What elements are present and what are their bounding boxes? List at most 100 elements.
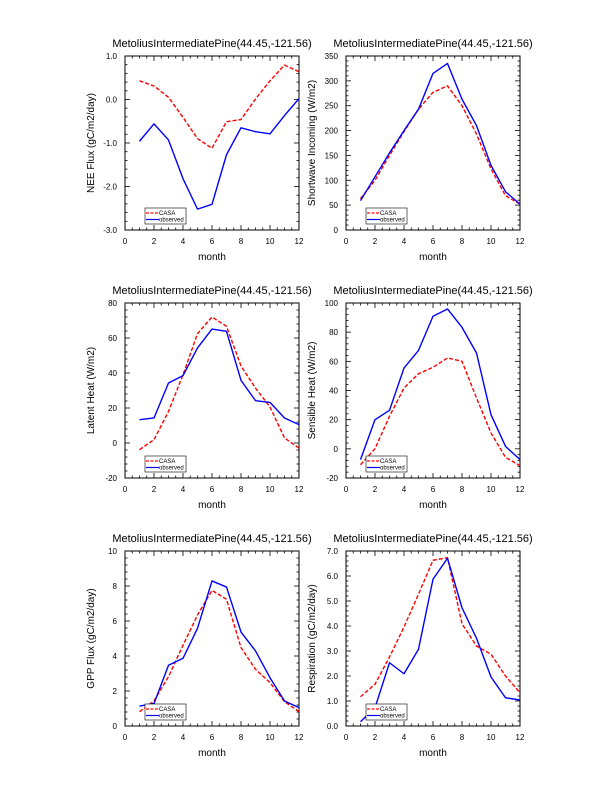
x-axis-ticks: [124, 56, 300, 230]
chart-panel-4: MetoliusIntermediatePine(44.45,-121.56) 0…: [307, 285, 533, 511]
x-tick-label: 12: [516, 733, 525, 742]
y-tick-label: 2.0: [327, 672, 339, 681]
y-tick-label: 40: [329, 387, 338, 396]
y-tick-label: 6.0: [327, 572, 339, 581]
x-tick-label: 10: [266, 733, 275, 742]
x-axis-label: month: [419, 252, 447, 263]
y-tick-label: 350: [325, 52, 339, 61]
y-tick-label: 60: [329, 357, 338, 366]
y-tick-label: 80: [329, 328, 338, 337]
x-tick-label: 10: [266, 237, 275, 246]
x-axis-label: month: [198, 500, 226, 511]
y-axis-label: NEE Flux (gC/m2/day): [86, 93, 97, 193]
x-tick-label: 4: [181, 485, 186, 494]
x-tick-label: 8: [460, 733, 465, 742]
chart-panel-1: MetoliusIntermediatePine(44.45,-121.56) 0…: [86, 38, 312, 263]
series-line-observed: [139, 580, 299, 709]
x-tick-label: 0: [344, 237, 349, 246]
x-tick-label: 10: [266, 485, 275, 494]
x-tick-label: 8: [239, 485, 244, 494]
legend-label-observed: observed: [380, 466, 405, 472]
series-line-observed: [139, 328, 299, 426]
y-tick-label: 40: [108, 369, 117, 378]
y-tick-label: -1.0: [103, 139, 117, 148]
y-tick-label: 250: [325, 102, 339, 111]
y-tick-label: 200: [325, 127, 339, 136]
x-tick-label: 8: [239, 237, 244, 246]
x-axis-ticks: [345, 303, 521, 478]
series-line-casa: [359, 85, 520, 205]
x-tick-label: 10: [487, 485, 496, 494]
chart-panel-2: MetoliusIntermediatePine(44.45,-121.56) 0…: [307, 38, 533, 263]
series-line-observed: [360, 557, 520, 723]
legend-label-observed: observed: [380, 714, 405, 720]
y-tick-label: 5.0: [327, 597, 339, 606]
y-tick-label: 80: [108, 299, 117, 308]
y-tick-label: 8: [113, 582, 118, 591]
y-tick-label: 1.0: [106, 52, 118, 61]
y-tick-label: 100: [325, 299, 339, 308]
x-tick-label: 0: [344, 733, 349, 742]
y-tick-label: 2: [113, 687, 118, 696]
x-tick-label: 4: [181, 237, 186, 246]
x-tick-label: 12: [295, 733, 304, 742]
x-axis-label: month: [198, 252, 226, 263]
y-axis-label: GPP Flux (gC/m2/day): [86, 588, 97, 688]
x-tick-label: 6: [431, 237, 436, 246]
series-line-observed: [359, 308, 520, 461]
x-axis-label: month: [419, 748, 447, 759]
y-tick-label: 20: [108, 404, 117, 413]
legend-label-casa: CASA: [380, 459, 396, 465]
x-tick-label: 6: [431, 733, 436, 742]
legend-label-casa: CASA: [380, 707, 396, 713]
chart-title: MetoliusIntermediatePine(44.45,-121.56): [112, 38, 311, 50]
series-line-observed: [138, 98, 299, 210]
x-tick-label: 6: [431, 485, 436, 494]
chart-title: MetoliusIntermediatePine(44.45,-121.56): [112, 285, 311, 297]
plot-frame: [345, 550, 521, 727]
x-tick-label: 12: [295, 485, 304, 494]
y-axis-label: Shortwave Incoming (W/m2): [307, 80, 318, 206]
y-tick-label: 4.0: [327, 622, 339, 631]
y-tick-label: 0: [113, 439, 118, 448]
x-tick-label: 8: [239, 733, 244, 742]
y-axis-ticks: [125, 550, 299, 727]
x-tick-label: 2: [152, 237, 157, 246]
x-tick-label: 12: [295, 237, 304, 246]
y-axis-ticks: [125, 55, 299, 231]
legend-label-observed: observed: [159, 218, 184, 224]
series-line-observed: [359, 62, 520, 205]
y-tick-label: 100: [325, 176, 339, 185]
x-tick-label: 10: [487, 237, 496, 246]
y-axis-ticks: [125, 302, 299, 479]
legend-label-observed: observed: [159, 466, 184, 472]
y-tick-label: -2.0: [103, 183, 117, 192]
y-axis-ticks: [346, 550, 520, 727]
y-tick-label: 50: [329, 201, 338, 210]
x-tick-label: 2: [373, 485, 378, 494]
x-tick-label: 4: [402, 485, 407, 494]
x-tick-label: 0: [123, 237, 128, 246]
x-axis-ticks: [124, 551, 300, 726]
x-axis-label: month: [419, 500, 447, 511]
x-tick-label: 2: [373, 237, 378, 246]
x-tick-label: 2: [152, 485, 157, 494]
legend-label-casa: CASA: [380, 211, 396, 217]
legend-label-observed: observed: [159, 714, 184, 720]
x-tick-label: 12: [516, 485, 525, 494]
x-axis-ticks: [345, 56, 521, 230]
y-tick-label: 0: [334, 445, 339, 454]
chart-title: MetoliusIntermediatePine(44.45,-121.56): [333, 533, 532, 545]
legend-label-casa: CASA: [159, 211, 175, 217]
x-tick-label: 6: [210, 733, 215, 742]
plot-frame: [345, 302, 521, 479]
series-line-casa: [139, 316, 299, 451]
x-tick-label: 8: [460, 237, 465, 246]
series-line-casa: [360, 557, 520, 698]
y-tick-label: 150: [325, 151, 339, 160]
